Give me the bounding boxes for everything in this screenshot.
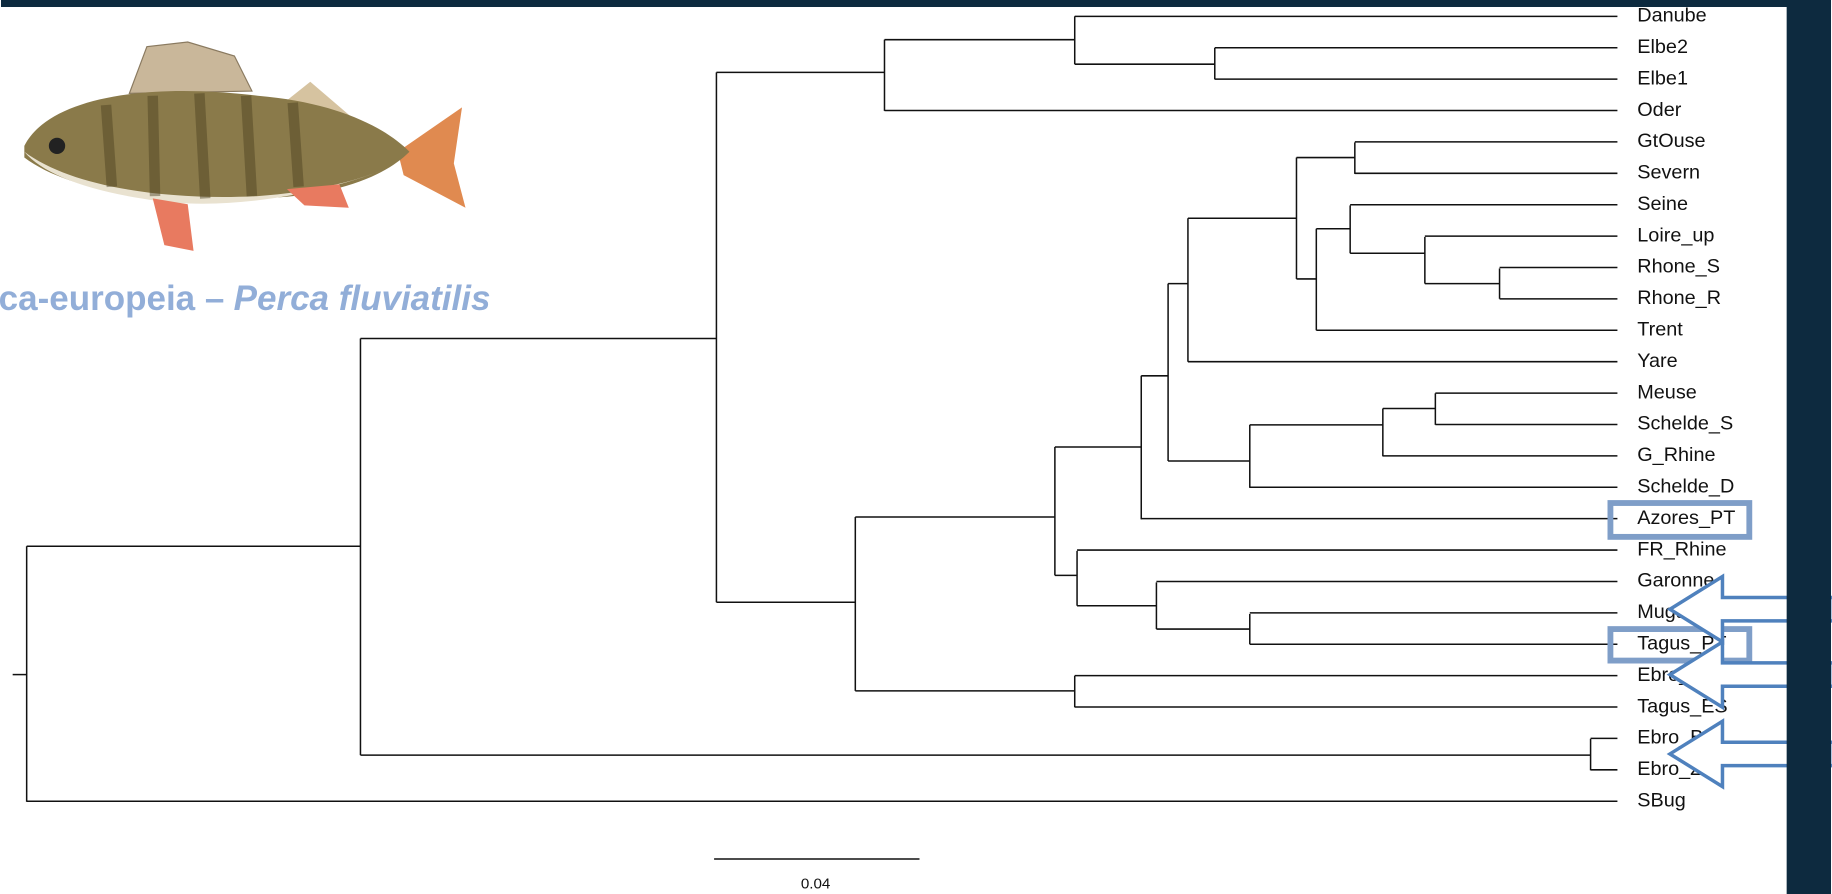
side-bar [1787, 0, 1831, 894]
caption-species: Perca fluviatilis [234, 279, 491, 318]
leaf-label: Schelde_D [1637, 475, 1734, 497]
caption-prefix: ca-europeia – [0, 279, 224, 318]
leaf-label: Danube [1637, 5, 1706, 27]
leaf-label: Yare [1637, 350, 1677, 372]
leaf-label: Schelde_S [1637, 413, 1733, 435]
leaf-label: Trent [1637, 319, 1683, 341]
leaf-label: Elbe1 [1637, 67, 1688, 89]
leaf-label: SBug [1637, 789, 1686, 811]
leaf-label: Elbe2 [1637, 36, 1688, 58]
caption: ca-europeia – Perca fluviatilis [0, 279, 490, 318]
leaf-label: Loire_up [1637, 224, 1714, 246]
slide: ca-europeia – Perca fluviatilis Danube Elb… [0, 0, 1832, 894]
leaf-label: Seine [1637, 193, 1688, 215]
leaf-label: GtOuse [1637, 130, 1705, 152]
leaf-label: FR_Rhine [1637, 538, 1726, 560]
leaf-label: Rhone_S [1637, 256, 1720, 278]
page: ca-europeia – Perca fluviatilis Danube Elb… [0, 0, 1832, 894]
top-bar [1, 0, 1831, 7]
leaf-label: Meuse [1637, 381, 1697, 403]
leaf-label: Oder [1637, 99, 1681, 121]
leaf-label: Severn [1637, 162, 1700, 184]
leaf-label: Rhone_R [1637, 287, 1721, 309]
leaf-label: G_Rhine [1637, 444, 1715, 466]
leaf-label: Azores_PT [1637, 507, 1735, 529]
scale-label: 0.04 [801, 876, 831, 893]
